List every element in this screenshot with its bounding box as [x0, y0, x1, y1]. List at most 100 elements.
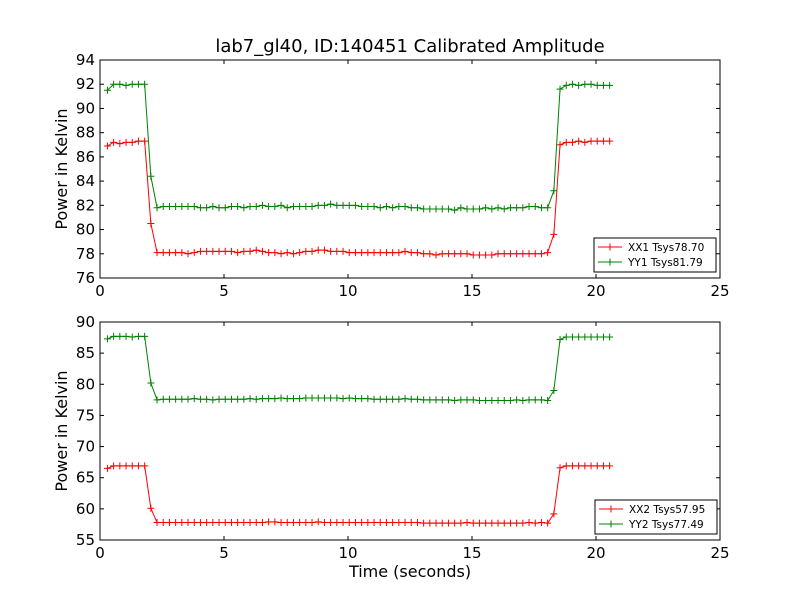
data-point	[475, 251, 483, 259]
data-point	[562, 81, 570, 89]
data-point	[178, 203, 186, 211]
data-point	[413, 249, 421, 257]
data-point	[513, 396, 521, 404]
data-point	[494, 519, 502, 527]
data-point	[556, 85, 564, 93]
data-point	[463, 250, 471, 258]
data-point	[556, 464, 564, 472]
series-line	[107, 140, 610, 256]
data-point	[320, 394, 328, 402]
data-point	[128, 462, 136, 470]
data-point	[544, 396, 552, 404]
data-point	[277, 201, 285, 209]
data-point	[575, 137, 583, 145]
data-point	[196, 395, 204, 403]
data-point	[308, 394, 316, 402]
x-tick-label: 10	[338, 544, 357, 562]
data-point	[196, 247, 204, 255]
data-point	[302, 247, 310, 255]
data-point	[599, 137, 607, 145]
data-point	[457, 204, 465, 212]
data-point	[141, 137, 149, 145]
data-point	[364, 395, 372, 403]
data-point	[122, 138, 130, 146]
data-point	[568, 462, 576, 470]
data-point	[215, 395, 223, 403]
data-point	[333, 394, 341, 402]
data-point	[178, 395, 186, 403]
legend-label: YY1 Tsys81.79	[627, 257, 703, 269]
data-point	[103, 464, 111, 472]
data-point	[413, 519, 421, 527]
data-point	[513, 204, 521, 212]
y-tick-label: 80	[76, 375, 95, 393]
data-point	[215, 204, 223, 212]
data-point	[159, 519, 167, 527]
data-point	[401, 203, 409, 211]
data-point	[110, 462, 118, 470]
data-point	[215, 247, 223, 255]
data-point	[550, 230, 558, 238]
y-tick-label: 88	[76, 124, 95, 142]
data-point	[519, 250, 527, 258]
data-point	[457, 519, 465, 527]
y-tick-label: 76	[76, 269, 95, 287]
data-point	[581, 333, 589, 341]
data-point	[537, 396, 545, 404]
series-line	[107, 83, 610, 211]
data-point	[606, 462, 614, 470]
data-point	[506, 396, 514, 404]
data-point	[190, 395, 198, 403]
y-tick-label: 86	[76, 148, 95, 166]
plot-frame	[99, 321, 721, 541]
y-tick-label: 84	[76, 172, 95, 190]
data-point	[265, 249, 273, 257]
data-point	[482, 519, 490, 527]
data-point	[283, 249, 291, 257]
data-point	[401, 519, 409, 527]
data-point	[134, 80, 142, 88]
data-point	[562, 462, 570, 470]
data-point	[370, 203, 378, 211]
plot-frame	[99, 59, 721, 279]
data-point	[283, 395, 291, 403]
data-point	[165, 395, 173, 403]
x-tick-label: 0	[95, 544, 105, 562]
data-point	[128, 138, 136, 146]
data-point	[333, 519, 341, 527]
y-tick-label: 70	[76, 438, 95, 456]
data-point	[277, 250, 285, 258]
data-point	[488, 205, 496, 213]
data-point	[469, 205, 477, 213]
data-point	[227, 203, 235, 211]
data-point	[500, 250, 508, 258]
data-point	[265, 395, 273, 403]
x-axis-label: Time (seconds)	[348, 562, 471, 581]
data-point	[587, 333, 595, 341]
data-point	[221, 519, 229, 527]
data-point	[339, 201, 347, 209]
data-point	[159, 249, 167, 257]
data-point	[420, 396, 428, 404]
data-point	[234, 519, 242, 527]
bottom-chart: 0 5 10 15 20 25 55 60 65 70 75 80 85 90 Power in Kelvi…	[52, 313, 730, 581]
data-point	[271, 249, 279, 257]
data-point	[395, 249, 403, 257]
data-point	[531, 250, 539, 258]
data-point	[153, 204, 161, 212]
data-point	[506, 204, 514, 212]
data-point	[159, 395, 167, 403]
data-point	[513, 519, 521, 527]
data-point	[209, 203, 217, 211]
data-point	[525, 396, 533, 404]
series-yy2	[103, 332, 614, 404]
data-point	[376, 395, 384, 403]
data-point	[128, 80, 136, 88]
data-point	[296, 203, 304, 211]
data-point	[389, 204, 397, 212]
data-point	[221, 247, 229, 255]
data-point	[482, 251, 490, 259]
y-tick-label: 78	[76, 245, 95, 263]
data-point	[475, 519, 483, 527]
data-point	[240, 519, 248, 527]
